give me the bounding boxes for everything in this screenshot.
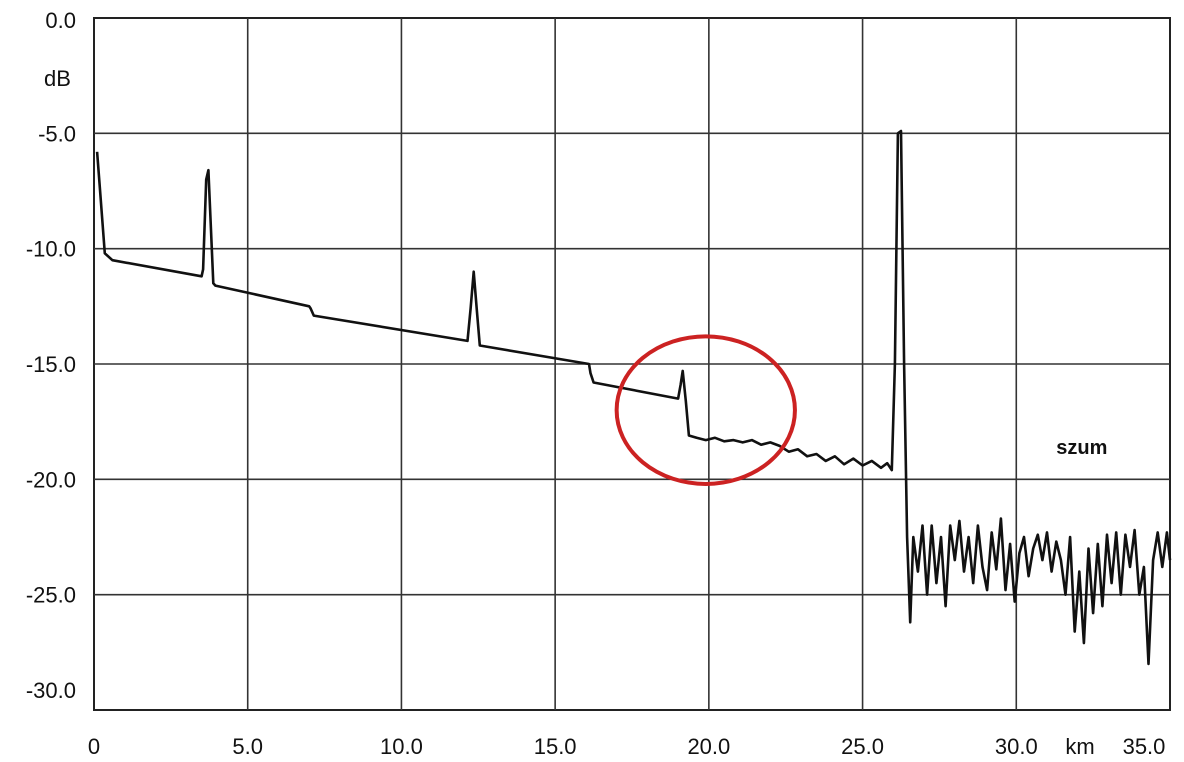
x-tick-label: 20.0 (687, 734, 730, 759)
y-tick-label: -5.0 (38, 121, 76, 146)
x-tick-label: 5.0 (232, 734, 263, 759)
y-tick-label: 0.0 (45, 8, 76, 33)
y-tick-label: -25.0 (26, 583, 76, 608)
plot-area (95, 129, 1172, 666)
x-tick-label: 30.0 (995, 734, 1038, 759)
y-tick-label: -20.0 (26, 467, 76, 492)
grid (93, 17, 1171, 711)
x-tick-label: 35.0 (1123, 734, 1166, 759)
annotations: szum (1056, 437, 1107, 459)
y-tick-labels: 0.0 -5.0 -10.0 -15.0 -20.0 -25.0 -30.0 (26, 8, 76, 703)
x-tick-label: 0 (88, 734, 100, 759)
series-line (95, 129, 1172, 666)
y-tick-label: -15.0 (26, 352, 76, 377)
x-axis-label: km (1065, 734, 1094, 759)
y-tick-label: -10.0 (26, 237, 76, 262)
x-tick-label: 15.0 (534, 734, 577, 759)
x-tick-label: 10.0 (380, 734, 423, 759)
y-tick-label: -30.0 (26, 678, 76, 703)
highlight-circle (614, 334, 797, 486)
x-tick-labels: 0 5.0 10.0 15.0 20.0 25.0 30.0 35.0 (88, 734, 1166, 759)
annotation-label: szum (1056, 437, 1107, 459)
y-axis-label: dB (44, 66, 71, 91)
x-tick-label: 25.0 (841, 734, 884, 759)
